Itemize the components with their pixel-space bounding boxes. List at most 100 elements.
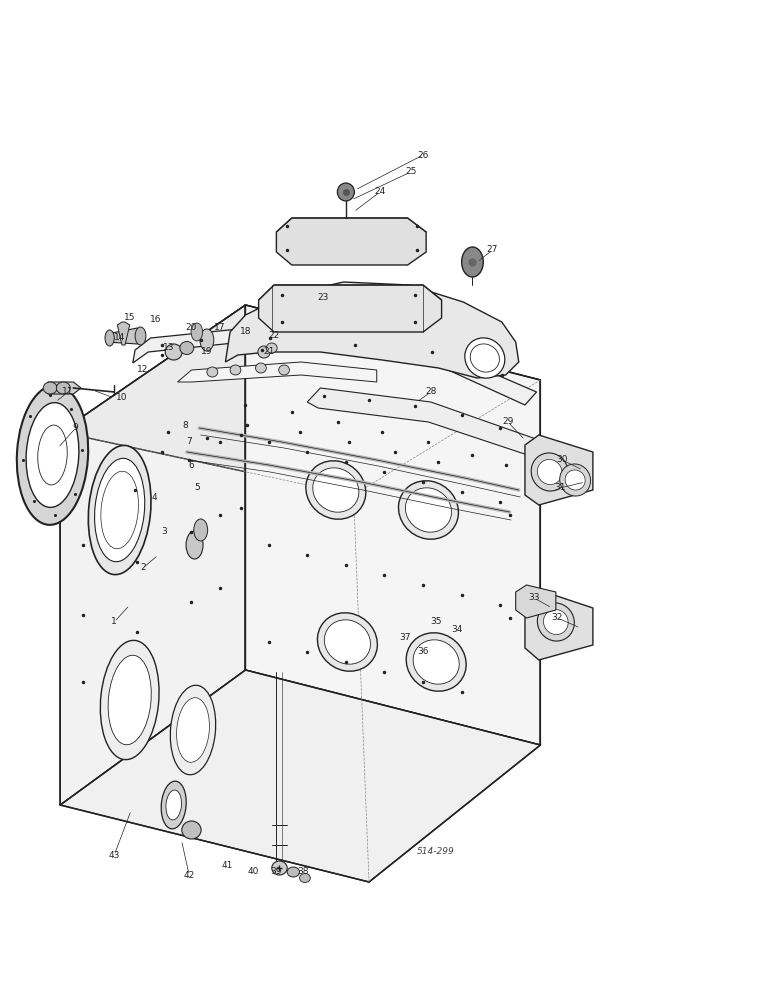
Text: 16: 16 [151, 316, 161, 324]
Polygon shape [107, 328, 145, 344]
Text: 11: 11 [63, 387, 73, 396]
Ellipse shape [543, 609, 568, 635]
Text: 32: 32 [552, 613, 563, 622]
Ellipse shape [56, 382, 70, 394]
Text: 39: 39 [271, 867, 282, 876]
Polygon shape [225, 282, 519, 378]
Text: 4: 4 [151, 493, 157, 502]
Polygon shape [178, 362, 377, 382]
Ellipse shape [256, 363, 266, 373]
Text: 42: 42 [184, 870, 195, 880]
Ellipse shape [171, 685, 215, 775]
Text: 8: 8 [182, 420, 188, 430]
Ellipse shape [537, 603, 574, 641]
Polygon shape [516, 585, 556, 618]
Ellipse shape [324, 620, 371, 664]
Polygon shape [276, 218, 426, 265]
Ellipse shape [26, 403, 79, 507]
Text: 26: 26 [418, 150, 428, 159]
Text: 9: 9 [73, 424, 79, 432]
Text: 17: 17 [215, 324, 225, 332]
Text: 28: 28 [425, 387, 436, 396]
Ellipse shape [565, 470, 585, 490]
Ellipse shape [337, 183, 354, 201]
Ellipse shape [266, 343, 277, 353]
Ellipse shape [100, 640, 159, 760]
Text: 14: 14 [114, 334, 125, 342]
Polygon shape [48, 382, 81, 394]
Text: 34: 34 [452, 626, 462, 635]
Ellipse shape [405, 488, 452, 532]
Ellipse shape [406, 633, 466, 691]
Text: 6: 6 [188, 460, 195, 470]
Ellipse shape [300, 874, 310, 882]
Text: 1: 1 [111, 617, 117, 626]
Text: 7: 7 [186, 438, 192, 446]
Text: 29: 29 [503, 418, 513, 426]
Ellipse shape [177, 698, 209, 762]
Ellipse shape [43, 382, 57, 394]
Text: 38: 38 [297, 867, 308, 876]
Ellipse shape [135, 327, 146, 345]
Text: 22: 22 [269, 330, 279, 340]
Ellipse shape [165, 344, 182, 360]
Text: 25: 25 [405, 167, 416, 176]
Ellipse shape [531, 453, 568, 491]
Text: 3: 3 [161, 528, 167, 536]
Ellipse shape [182, 821, 201, 839]
Polygon shape [60, 305, 540, 495]
Text: 30: 30 [557, 456, 567, 464]
Ellipse shape [462, 247, 483, 277]
Ellipse shape [194, 519, 208, 541]
Ellipse shape [287, 867, 300, 877]
Text: 19: 19 [201, 348, 212, 357]
Ellipse shape [317, 613, 378, 671]
Ellipse shape [306, 461, 366, 519]
Ellipse shape [186, 531, 203, 559]
Text: 40: 40 [248, 867, 259, 876]
Ellipse shape [180, 342, 194, 355]
Text: 10: 10 [117, 393, 127, 402]
Ellipse shape [258, 346, 270, 358]
Polygon shape [307, 388, 539, 458]
Text: 33: 33 [529, 593, 540, 602]
Text: 2: 2 [140, 564, 146, 572]
Ellipse shape [230, 365, 241, 375]
Text: 15: 15 [124, 314, 135, 322]
Ellipse shape [537, 459, 562, 485]
Ellipse shape [94, 458, 145, 562]
Polygon shape [133, 328, 537, 405]
Ellipse shape [200, 329, 214, 351]
Text: 43: 43 [109, 850, 120, 859]
Ellipse shape [465, 338, 505, 378]
Polygon shape [525, 590, 593, 660]
Ellipse shape [313, 468, 359, 512]
Ellipse shape [272, 861, 287, 875]
Text: 18: 18 [240, 328, 251, 336]
Text: 21: 21 [263, 348, 274, 357]
Ellipse shape [105, 330, 114, 346]
Ellipse shape [398, 481, 459, 539]
Polygon shape [60, 305, 245, 805]
Ellipse shape [108, 655, 151, 745]
Text: 5: 5 [194, 484, 200, 492]
Text: 20: 20 [186, 324, 197, 332]
Text: 23: 23 [317, 294, 328, 302]
Text: 31: 31 [554, 484, 565, 492]
Polygon shape [117, 322, 130, 345]
Text: 36: 36 [418, 648, 428, 656]
Text: 27: 27 [487, 245, 498, 254]
Ellipse shape [207, 367, 218, 377]
Ellipse shape [161, 781, 186, 829]
Text: 35: 35 [431, 617, 442, 626]
Ellipse shape [191, 323, 202, 341]
Ellipse shape [279, 365, 290, 375]
Polygon shape [60, 670, 540, 882]
Text: 13: 13 [163, 344, 174, 353]
Ellipse shape [17, 385, 88, 525]
Ellipse shape [413, 640, 459, 684]
Ellipse shape [88, 445, 151, 575]
Polygon shape [525, 435, 593, 505]
Text: 514-299: 514-299 [418, 848, 455, 856]
Text: 37: 37 [400, 634, 411, 643]
